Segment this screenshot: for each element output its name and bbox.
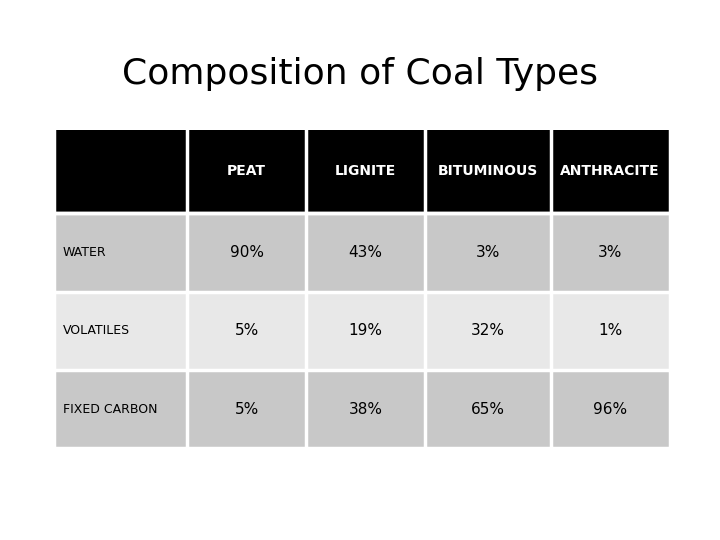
Bar xyxy=(551,370,670,448)
Text: 1%: 1% xyxy=(598,323,622,338)
Text: FIXED CARBON: FIXED CARBON xyxy=(63,402,157,416)
Text: Composition of Coal Types: Composition of Coal Types xyxy=(122,57,598,91)
Text: 3%: 3% xyxy=(476,245,500,260)
Text: ANTHRACITE: ANTHRACITE xyxy=(560,165,660,178)
Bar xyxy=(425,213,551,292)
Bar xyxy=(54,213,187,292)
Bar xyxy=(54,292,187,370)
Bar xyxy=(306,213,425,292)
Text: 19%: 19% xyxy=(348,323,382,338)
Bar xyxy=(551,213,670,292)
Bar xyxy=(551,130,670,213)
Bar xyxy=(187,130,306,213)
Text: PEAT: PEAT xyxy=(227,165,266,178)
Bar xyxy=(306,130,425,213)
Text: 38%: 38% xyxy=(348,402,382,416)
Text: 5%: 5% xyxy=(235,323,258,338)
Text: 65%: 65% xyxy=(471,402,505,416)
Text: 96%: 96% xyxy=(593,402,627,416)
Bar xyxy=(306,292,425,370)
Text: 5%: 5% xyxy=(235,402,258,416)
Text: 90%: 90% xyxy=(230,245,264,260)
Bar xyxy=(425,292,551,370)
Bar xyxy=(187,292,306,370)
Text: WATER: WATER xyxy=(63,246,107,259)
Text: LIGNITE: LIGNITE xyxy=(335,165,396,178)
Bar xyxy=(306,370,425,448)
Text: 3%: 3% xyxy=(598,245,622,260)
Text: 32%: 32% xyxy=(471,323,505,338)
Bar xyxy=(425,370,551,448)
Bar xyxy=(551,292,670,370)
Text: 43%: 43% xyxy=(348,245,382,260)
Bar xyxy=(187,213,306,292)
Text: BITUMINOUS: BITUMINOUS xyxy=(438,165,538,178)
Bar xyxy=(54,130,187,213)
Bar xyxy=(54,370,187,448)
Bar xyxy=(425,130,551,213)
Text: VOLATILES: VOLATILES xyxy=(63,324,130,338)
Bar xyxy=(187,370,306,448)
